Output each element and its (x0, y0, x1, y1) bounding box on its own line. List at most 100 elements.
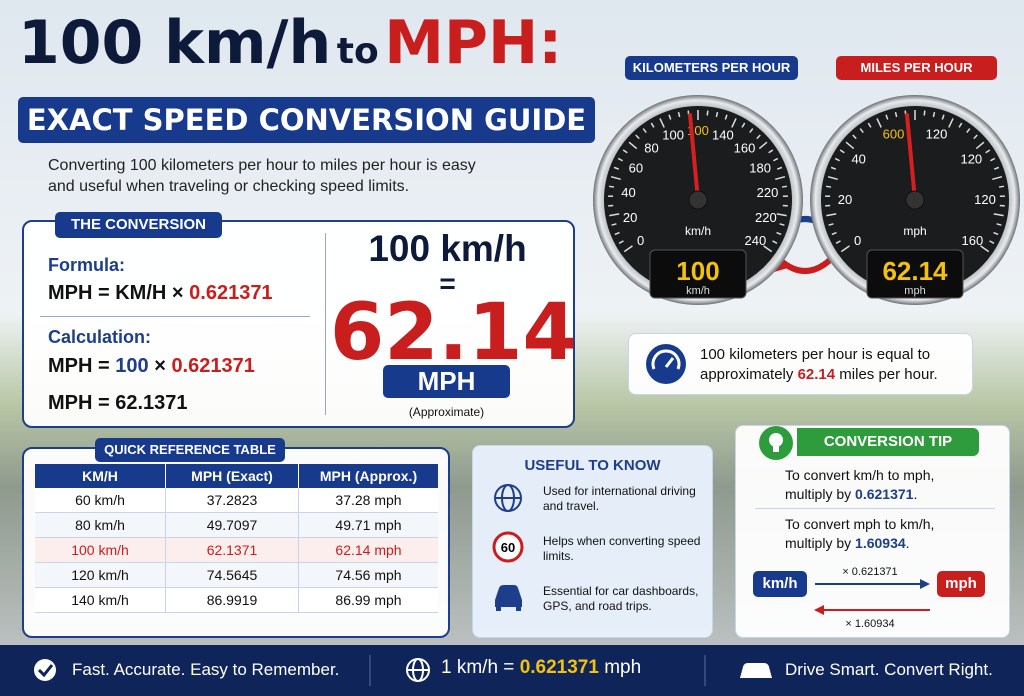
useful-item: Used for international driving and trave… (543, 484, 696, 513)
table-header: MPH (Exact) (165, 464, 298, 488)
footer-left: Fast. Accurate. Easy to Remember. (72, 660, 340, 679)
gauge-tick (776, 213, 787, 217)
summary: 100 kilometers per hour is equal to appr… (700, 345, 960, 385)
gauge-display-value: 62.14 (882, 256, 948, 286)
car-icon (495, 585, 522, 611)
gauge-tick (885, 114, 889, 120)
tip-to: mph (937, 571, 985, 597)
gauge-tick (650, 122, 655, 128)
formula-factor: 0.621371 (189, 282, 273, 304)
table-cell: 37.2823 (165, 488, 298, 513)
gauge-tick-label: 120 (926, 126, 948, 141)
gauge-display-unit: km/h (686, 285, 710, 297)
tip-line2: To convert mph to km/h, multiply by 1.60… (785, 515, 975, 553)
gauge-tick (608, 185, 615, 188)
tip-end: . (913, 486, 918, 502)
gauge-tick (830, 166, 837, 170)
gauge-tick (756, 134, 761, 140)
divider (755, 508, 995, 509)
gauge-tick-label: 140 (712, 128, 734, 143)
divider (40, 316, 310, 317)
calc-prefix: MPH = (48, 355, 110, 377)
gauge-tick (840, 245, 850, 253)
gauge-tick (609, 213, 620, 217)
gauge-tick-label: 80 (644, 141, 658, 156)
calc-times: × (154, 355, 166, 377)
gauge-tick (706, 110, 709, 116)
gauge-tick (835, 240, 841, 244)
gauge-tick (985, 149, 991, 154)
gauge-tick (992, 175, 1003, 181)
table-row (35, 538, 438, 563)
gauge-tick-label: 160 (961, 233, 983, 248)
gauge-display (866, 249, 964, 299)
gauge-tick-label: 20 (623, 210, 637, 225)
summary-value: 62.14 (797, 366, 836, 383)
table-cell: 120 km/h (71, 567, 129, 583)
gauge-tick (923, 110, 926, 116)
gauge-unit: mph (903, 224, 926, 238)
gauge-tick (932, 111, 936, 118)
gauge-tick (859, 128, 864, 134)
gauge-tick-label: 180 (749, 161, 771, 176)
gauge-label: MILES PER HOUR (836, 56, 997, 80)
speedometer-icon (646, 344, 686, 384)
useful-title: USEFUL TO KNOW (524, 457, 661, 474)
gauge-tick (781, 185, 788, 188)
gauge-tick (775, 175, 786, 181)
table-title: QUICK REFERENCE TABLE (95, 438, 285, 462)
gauge-tick (989, 240, 995, 244)
footer-unit: mph (604, 657, 642, 678)
gauge-tick (773, 157, 779, 162)
sign-icon (492, 531, 524, 563)
table-cell: 37.28 mph (298, 488, 438, 513)
footer-right: Drive Smart. Convert Right. (785, 660, 993, 679)
gauge-needle (688, 113, 700, 202)
calc-value: 100 (115, 355, 149, 377)
gauge-tick-label: 60 (629, 161, 643, 176)
table-header: KM/H (82, 468, 118, 484)
gauge-tick (826, 213, 837, 217)
summary-text: 100 kilometers per hour is equal to appr… (700, 346, 931, 383)
table-cell: 49.7097 (165, 513, 298, 538)
table-cell: 86.9919 (165, 588, 298, 613)
gauge-tick (724, 114, 728, 120)
gauge-tick (839, 149, 845, 154)
gauge-tick-label: 100 (662, 128, 684, 143)
gauge-tick (990, 157, 996, 162)
footer (0, 645, 1024, 696)
gauge-tick (622, 149, 628, 154)
calc-result: MPH = 62.1371 (48, 392, 188, 414)
gauge-tick (998, 185, 1005, 188)
gauge-tick-label: 120 (960, 151, 982, 166)
tip-from: km/h (753, 571, 807, 597)
gauge-tick (614, 231, 620, 236)
table-cell: 86.99 mph (298, 588, 438, 613)
gauge-tick (993, 213, 1004, 217)
gauge-tick-label: 160 (734, 141, 756, 156)
gauge-display-unit: mph (904, 285, 925, 297)
bulb-icon (759, 426, 793, 460)
gauge-tick (776, 166, 783, 170)
gauge-tick (617, 157, 623, 162)
gauge-tick (973, 134, 978, 140)
big-result: 62.14 (330, 288, 577, 378)
gauge-tick (958, 122, 963, 128)
gauge-tick (763, 245, 773, 253)
gauge-tick (825, 185, 832, 188)
gauge-tick (772, 240, 778, 244)
gauge-tick (628, 141, 638, 150)
gauge-tick-label: 40 (621, 185, 635, 200)
gauge-needle (905, 113, 917, 202)
useful-icons: 60 (492, 484, 524, 611)
gauge-tick (834, 157, 840, 162)
gauge-tick (996, 223, 1002, 226)
formula-text: MPH = KM/H × (48, 282, 184, 304)
table-header-bg (35, 464, 438, 488)
gauge-tick-label: 40 (851, 151, 865, 166)
gauge-tick-label: 0 (637, 233, 644, 248)
footer-middle: 1 km/h = 0.621371 mph (441, 657, 641, 679)
big-equals: = (439, 268, 456, 299)
gauge-tick (776, 231, 782, 236)
